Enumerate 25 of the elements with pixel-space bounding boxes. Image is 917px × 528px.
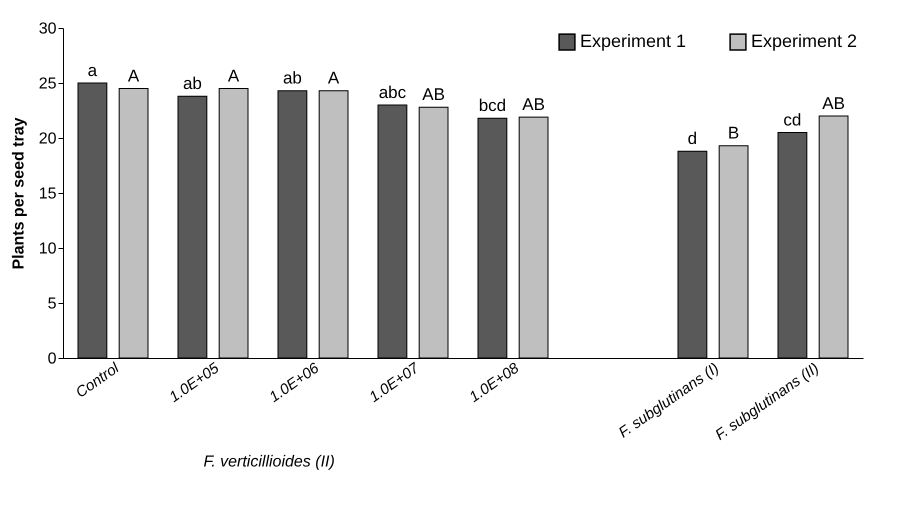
data-label: B [728, 124, 740, 143]
data-label: cd [783, 110, 802, 130]
data-label: A [328, 68, 340, 88]
data-label: d [688, 129, 698, 148]
y-tick-label: 25 [38, 76, 57, 92]
data-label: abc [378, 83, 407, 102]
data-label: bcd [478, 96, 506, 116]
x-axis-title: F. verticillioides (II) [204, 454, 335, 470]
legend-label: Experiment 1 [580, 31, 686, 52]
data-label: A [128, 66, 140, 86]
data-label: A [228, 66, 240, 86]
y-tick-label: 30 [38, 20, 57, 38]
legend-label: Experiment 2 [751, 31, 858, 52]
y-tick-label: 15 [38, 186, 57, 202]
data-label: ab [182, 74, 202, 94]
y-axis-title: Plants per seed tray [10, 117, 28, 270]
y-tick-label: 0 [48, 350, 57, 368]
data-label: ab [282, 68, 302, 88]
data-label: AB [822, 94, 845, 113]
data-label: AB [522, 95, 545, 114]
y-tick-label: 5 [48, 296, 57, 312]
data-label: AB [422, 85, 445, 104]
y-tick-label: 10 [38, 240, 57, 258]
data-label: a [88, 61, 98, 80]
y-tick-label: 20 [38, 130, 57, 148]
